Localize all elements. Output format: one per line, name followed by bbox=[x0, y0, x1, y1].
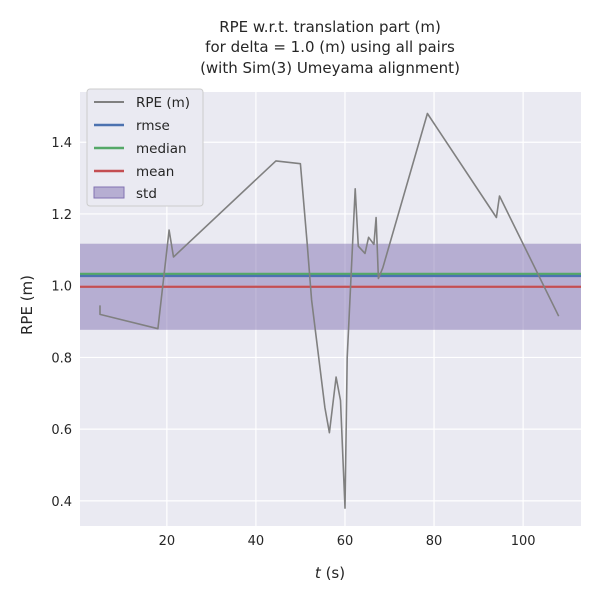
y-tick-label: 0.6 bbox=[51, 423, 72, 438]
y-tick-label: 0.8 bbox=[51, 351, 72, 366]
chart-title-line-3: (with Sim(3) Umeyama alignment) bbox=[200, 59, 460, 77]
legend: RPE (m) rmse median mean std bbox=[86, 88, 204, 207]
x-tick-label: 20 bbox=[159, 534, 176, 549]
y-tick-label: 1.4 bbox=[51, 136, 72, 151]
legend-label-median: median bbox=[136, 141, 187, 157]
chart-title-line-2: for delta = 1.0 (m) using all pairs bbox=[205, 38, 455, 56]
legend-swatch-std bbox=[93, 186, 125, 199]
x-axis-label-symbol: t bbox=[315, 564, 322, 582]
x-tick-label: 100 bbox=[511, 534, 536, 549]
legend-label-rpe: RPE (m) bbox=[136, 95, 190, 111]
y-tick-label: 0.4 bbox=[51, 495, 72, 510]
x-axis-label-unit: (s) bbox=[321, 564, 345, 582]
legend-label-mean: mean bbox=[136, 164, 174, 180]
y-axis-label: RPE (m) bbox=[18, 275, 36, 335]
y-tick-label: 1.2 bbox=[51, 208, 72, 223]
x-axis-label: t (s) bbox=[315, 564, 345, 582]
rpe-series-line bbox=[99, 112, 560, 509]
x-tick-label: 40 bbox=[248, 534, 265, 549]
tick-labels: 20 40 60 80 100 0.4 0.6 0.8 1.0 1.2 1.4 bbox=[51, 136, 535, 549]
y-tick-label: 1.0 bbox=[51, 280, 72, 295]
x-tick-label: 60 bbox=[337, 534, 354, 549]
legend-frame bbox=[86, 88, 204, 207]
legend-label-std: std bbox=[136, 186, 157, 202]
chart-title-line-1: RPE w.r.t. translation part (m) bbox=[219, 18, 441, 36]
legend-label-rmse: rmse bbox=[136, 118, 170, 134]
x-tick-label: 80 bbox=[426, 534, 443, 549]
series-layer bbox=[99, 112, 560, 509]
